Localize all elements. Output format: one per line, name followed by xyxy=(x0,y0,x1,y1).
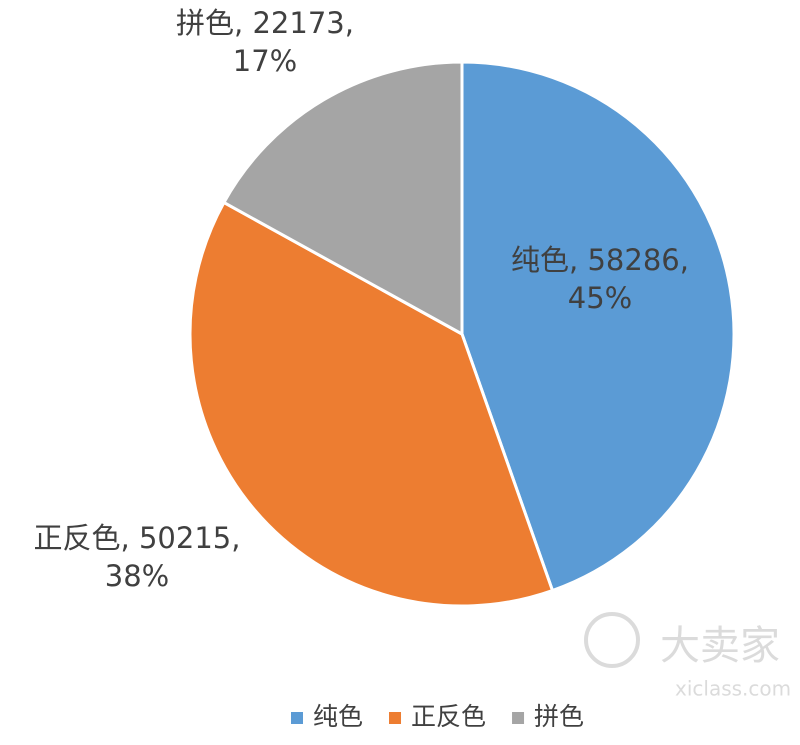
pie-slice xyxy=(221,60,464,337)
pie-slice xyxy=(460,60,736,593)
legend-swatch xyxy=(291,712,303,724)
legend-label: 正反色 xyxy=(411,702,486,731)
legend-label: 纯色 xyxy=(313,702,363,731)
data-label: 38% xyxy=(105,559,169,593)
data-label: 拼色, 22173, xyxy=(176,6,354,40)
data-label: 45% xyxy=(568,281,632,315)
data-label: 正反色, 50215, xyxy=(34,521,241,555)
data-label: 17% xyxy=(233,44,297,78)
legend-label: 拼色 xyxy=(534,702,584,731)
watermark: 大卖家 xiclass.com xyxy=(584,612,791,701)
watermark-text: 大卖家 xyxy=(660,623,780,669)
legend-swatch xyxy=(512,712,525,724)
watermark-logo xyxy=(584,612,640,668)
legend-swatch xyxy=(389,712,402,724)
watermark-url: xiclass.com xyxy=(675,677,791,701)
data-label: 纯色, 58286, xyxy=(511,243,689,277)
pie-slice xyxy=(188,200,555,608)
